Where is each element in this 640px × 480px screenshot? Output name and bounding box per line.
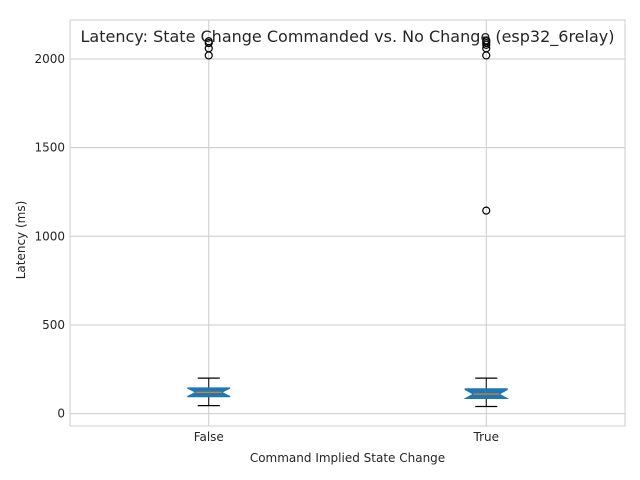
box-false [187, 37, 231, 407]
x-tick-label: True [473, 430, 500, 444]
chart-title: Latency: State Change Commanded vs. No C… [81, 27, 615, 47]
box-true [463, 36, 510, 408]
x-tick-labels: False True [194, 430, 499, 444]
boxes [187, 36, 510, 408]
outlier-point [482, 36, 491, 45]
y-tick-label: 2000 [34, 52, 65, 66]
plot-frame [69, 19, 626, 427]
y-tick-label: 1000 [34, 229, 65, 243]
x-tick-label: False [194, 430, 224, 444]
y-tick-labels: 0 500 1000 1500 2000 [34, 52, 65, 421]
grid-lines [70, 20, 625, 426]
x-axis-label: Command Implied State Change [250, 451, 445, 465]
y-tick-label: 500 [42, 318, 65, 332]
y-axis-label: Latency (ms) [14, 201, 28, 280]
y-tick-label: 0 [57, 407, 65, 421]
y-tick-label: 1500 [34, 141, 65, 155]
outlier-point [482, 206, 491, 215]
outlier-point [204, 37, 213, 46]
